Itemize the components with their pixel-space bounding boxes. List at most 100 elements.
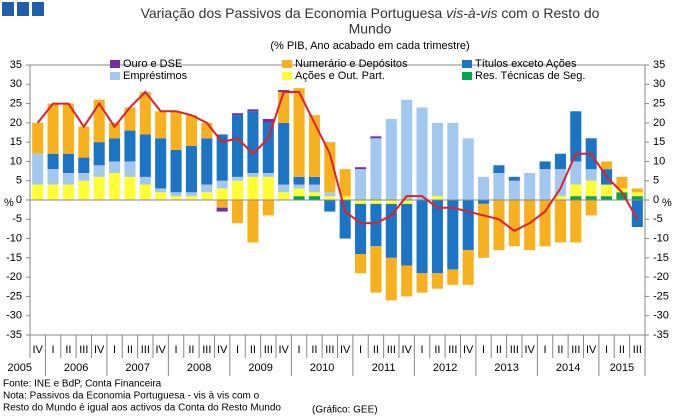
bar-segment [124, 161, 136, 177]
x-tick-label: I [236, 344, 239, 356]
x-tick-label: I [52, 344, 55, 356]
bar-segment [278, 92, 290, 123]
bar-segment [293, 88, 305, 177]
bar-segment [570, 196, 582, 200]
bar-segment [170, 192, 182, 197]
bar-segment [109, 122, 121, 139]
legend-label: Títulos exceto Ações [475, 58, 577, 70]
bar-segment [631, 196, 643, 200]
y2-tick-label: -35 [653, 329, 669, 341]
y2-tick-label: 0 [653, 194, 659, 206]
bar-segment [447, 200, 459, 270]
bar-segment [385, 203, 397, 258]
bar-segment [478, 200, 490, 204]
bar-segment [185, 196, 197, 200]
y2-tick-label: -15 [653, 252, 669, 264]
bar-segment [232, 176, 244, 181]
bar-segment [216, 188, 228, 200]
year-label: 2006 [64, 362, 88, 374]
bar-segment [201, 138, 213, 185]
bar-segment [462, 250, 474, 285]
bar-segment [431, 122, 443, 197]
icon [17, 2, 29, 16]
x-tick-label: III [448, 344, 457, 356]
bar-segment [47, 169, 59, 185]
y-tick-label: 0 [16, 194, 22, 206]
bar-segment [570, 184, 582, 197]
legend-swatch [282, 72, 292, 80]
legend-swatch [462, 72, 472, 80]
bar-segment [524, 200, 536, 251]
bar-segment [370, 246, 382, 293]
bar-segment [601, 161, 613, 170]
bar-segment [478, 176, 490, 200]
bar-segment [431, 200, 443, 274]
y2-tick-label: -20 [653, 271, 669, 283]
x-tick-label: IV [94, 344, 105, 356]
y-unit: % [4, 197, 14, 209]
bar-segment [93, 176, 105, 200]
chart-title: Mundo [349, 21, 392, 37]
bar-segment [139, 134, 151, 177]
bar-segment [631, 200, 643, 227]
x-tick-label: I [421, 344, 424, 356]
y-tick-label: -20 [6, 271, 22, 283]
bar-segment [462, 138, 474, 200]
legend-label: Ouro e DSE [123, 58, 182, 70]
y2-tick-label: 15 [653, 136, 665, 148]
bar-segment [293, 184, 305, 189]
y-tick-label: 15 [10, 136, 22, 148]
bar-segment [308, 192, 320, 197]
bar-segment [554, 200, 566, 243]
x-tick-label: IV [217, 344, 228, 356]
icon [2, 2, 14, 16]
y-tick-label: 5 [16, 175, 22, 187]
x-tick-label: II [496, 344, 502, 356]
y2-tick-label: -5 [653, 213, 663, 225]
y2-tick-label: -30 [653, 310, 669, 322]
bar-segment [585, 169, 597, 181]
bar-segment [93, 142, 105, 166]
bar-segment [324, 200, 336, 212]
y-tick-label: -10 [6, 232, 22, 244]
y-tick-label: -35 [6, 329, 22, 341]
bar-segment [508, 176, 520, 181]
bar-segment [493, 173, 505, 200]
bar-segment [278, 192, 290, 200]
bar-segment [539, 169, 551, 200]
bar-segment [385, 119, 397, 200]
year-label: 2009 [248, 362, 272, 374]
x-tick-label: III [325, 344, 334, 356]
bar-segment [416, 200, 428, 274]
bar-segment [109, 173, 121, 200]
bar-segment [385, 200, 397, 204]
bar-segment [601, 196, 613, 200]
bar-segment [339, 169, 351, 197]
bar-segment [447, 269, 459, 285]
bar-segment [232, 115, 244, 177]
bar-segment [462, 200, 474, 251]
y-tick-label: 35 [10, 59, 22, 71]
bar-segment [109, 138, 121, 162]
bar-segment [324, 196, 336, 200]
y-tick-label: 20 [10, 117, 22, 129]
year-label: 2011 [372, 362, 396, 374]
bar-segment [293, 196, 305, 200]
year-label: 2008 [187, 362, 211, 374]
legend-label: Numerário e Depósitos [295, 58, 408, 70]
total-line [36, 90, 639, 233]
x-tick-label: IV [32, 344, 43, 356]
bar-segment [370, 136, 382, 139]
bar-segment [416, 107, 428, 200]
bar-segment [201, 184, 213, 193]
legend-label: Res. Técnicas de Seg. [475, 70, 585, 82]
bar-segment [570, 111, 582, 162]
bar-segment [324, 142, 336, 193]
bar-segment [355, 254, 367, 274]
note: Nota: Passivos da Economia Portuguesa - … [3, 391, 260, 402]
x-tick-label: I [544, 344, 547, 356]
bar-segment [155, 111, 167, 139]
bar-segment [554, 153, 566, 170]
legend-label: Ações e Out. Part. [295, 70, 385, 82]
